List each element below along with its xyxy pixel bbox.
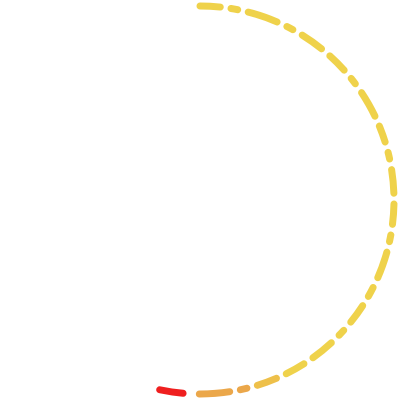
ring-dash [227, 5, 242, 14]
ring-dash [244, 8, 281, 26]
ring-dash [253, 374, 280, 389]
ring-dash [364, 283, 377, 300]
ring-dash [374, 248, 391, 282]
ring-dash [236, 384, 251, 394]
ring-dash [282, 360, 308, 378]
ring-dash [196, 2, 224, 11]
ring-dash [156, 386, 187, 397]
ring-dash [309, 339, 335, 362]
ring-dash [298, 31, 326, 53]
ring-dash [347, 74, 359, 88]
ring-dash [384, 148, 394, 163]
ring-dash [326, 52, 348, 74]
ring-dash [195, 388, 234, 398]
ring-dash [385, 231, 395, 246]
ring-dash [388, 166, 398, 197]
ring-dash [388, 200, 398, 228]
ring-dash [375, 122, 389, 146]
ring-dash [283, 23, 297, 34]
ring-dash [347, 302, 367, 326]
ring-dash [358, 89, 379, 120]
ring-dash [335, 326, 348, 339]
